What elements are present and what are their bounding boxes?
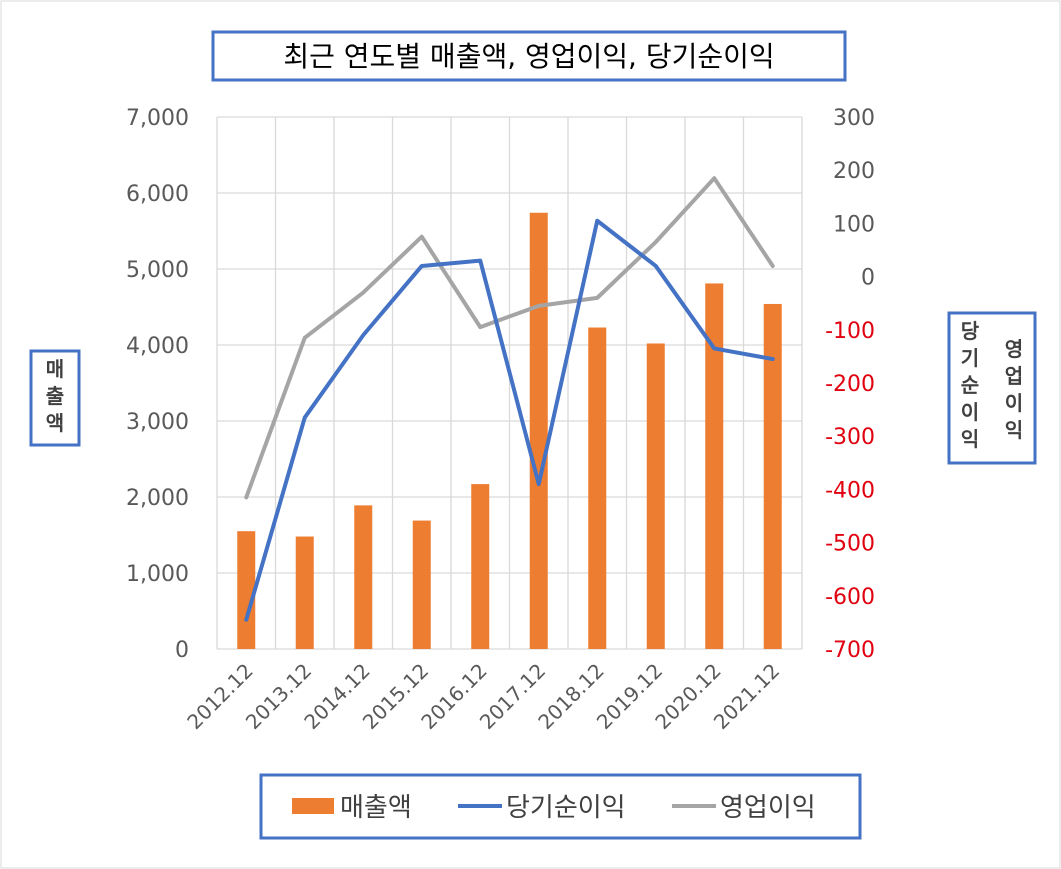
right-tick-label: -700 <box>825 638 875 663</box>
left-tick-label: 1,000 <box>126 562 189 587</box>
legend-label-net-income: 당기순이익 <box>506 793 626 823</box>
right-axis-ticks: 300 200 100 0 -100 -200 -300 -400 -500 -600 -700 <box>825 106 875 663</box>
gridlines <box>216 116 803 650</box>
left-tick-label: 2,000 <box>126 486 189 511</box>
right-tick-label: -100 <box>825 319 875 344</box>
right-tick-label: -600 <box>825 585 875 610</box>
left-tick-label: 6,000 <box>126 182 189 207</box>
legend-label-operating-income: 영업이익 <box>720 793 816 823</box>
right-axis-title-box <box>947 311 1037 465</box>
legend: 매출액 당기순이익 영업이익 <box>292 793 816 823</box>
legend-swatch-sales <box>292 798 334 814</box>
right-tick-label: -400 <box>825 478 875 503</box>
bar-2016.12 <box>471 484 490 649</box>
left-tick-label: 3,000 <box>126 410 189 435</box>
left-axis-ticks: 7,000 6,000 5,000 4,000 3,000 2,000 1,000 0 <box>126 106 189 663</box>
bar-2018.12 <box>588 327 607 649</box>
left-tick-label: 7,000 <box>126 106 189 131</box>
right-tick-label: 200 <box>833 159 875 184</box>
bar-series-sales <box>237 212 782 649</box>
bar-2015.12 <box>412 520 431 649</box>
chart-title-box <box>211 30 847 82</box>
left-axis-title-box <box>29 349 81 447</box>
line-operating-income <box>244 176 775 500</box>
bar-2019.12 <box>646 343 665 649</box>
left-tick-label: 5,000 <box>126 258 189 283</box>
right-tick-label: 0 <box>861 266 875 291</box>
bar-2013.12 <box>295 536 314 649</box>
bar-2020.12 <box>705 283 724 649</box>
right-tick-label: 300 <box>833 106 875 131</box>
bar-2014.12 <box>354 505 373 649</box>
line-net-income <box>244 218 775 622</box>
chart-title: 최근 연도별 매출액, 영업이익, 당기순이익 <box>283 40 774 73</box>
right-tick-label: -300 <box>825 425 875 450</box>
bar-2021.12 <box>763 303 782 649</box>
right-tick-label: -500 <box>825 532 875 557</box>
legend-label-sales: 매출액 <box>340 793 412 823</box>
left-tick-label: 0 <box>175 638 189 663</box>
right-tick-label: 100 <box>833 212 875 237</box>
bar-2012.12 <box>237 531 256 649</box>
right-tick-label: -200 <box>825 372 875 397</box>
bar-2017.12 <box>529 212 548 649</box>
left-tick-label: 4,000 <box>126 334 189 359</box>
line-series <box>244 176 775 622</box>
legend-box <box>259 773 862 840</box>
